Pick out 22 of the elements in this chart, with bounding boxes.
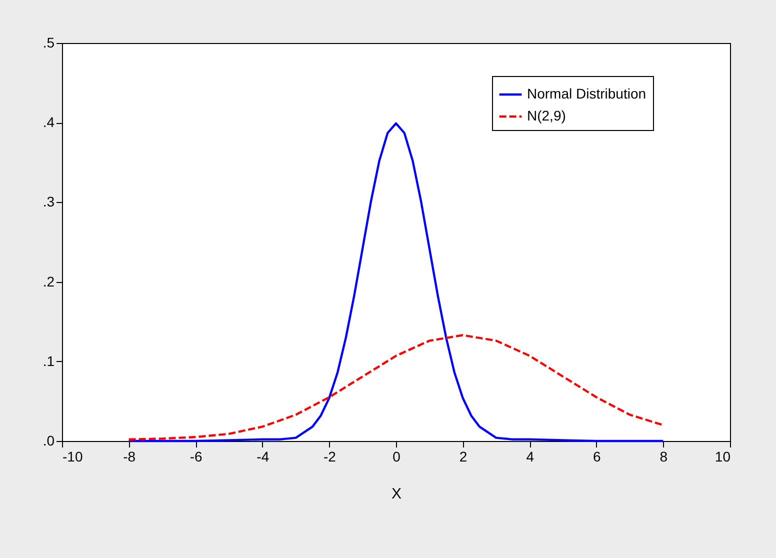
x-tick-label: 10 (714, 448, 731, 464)
x-tick-label: 8 (660, 448, 668, 464)
x-tick-label: -2 (323, 448, 336, 464)
y-tick-label: .0 (42, 432, 55, 448)
legend-label: Normal Distribution (527, 86, 646, 102)
y-tick-label: .1 (42, 352, 55, 369)
line-series (128, 334, 664, 441)
x-tick-label: -6 (190, 448, 203, 464)
x-tick-label: 2 (459, 448, 468, 464)
y-tick-label: .4 (42, 114, 55, 130)
y-tick-label: .2 (42, 273, 55, 290)
legend-label: N(2,9) (527, 108, 566, 124)
y-tick-label: .5 (42, 34, 55, 50)
line-series (128, 122, 664, 442)
x-axis-title: X (391, 486, 402, 502)
x-tick-label: -4 (256, 448, 270, 464)
x-tick-label: 6 (593, 448, 601, 464)
x-tick-label: 0 (392, 448, 401, 464)
x-tick-label: 4 (526, 448, 534, 464)
x-tick-label: -8 (123, 448, 136, 464)
x-tick-label: -10 (62, 448, 83, 464)
y-tick-label: .3 (42, 194, 55, 210)
